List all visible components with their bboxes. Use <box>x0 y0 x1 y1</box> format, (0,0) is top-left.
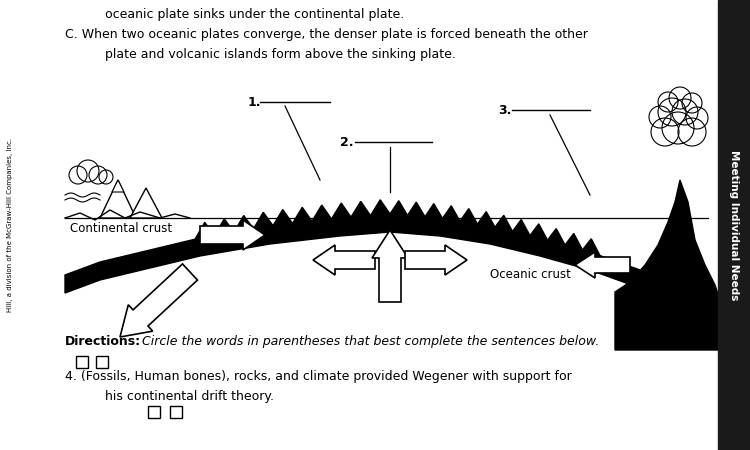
Polygon shape <box>530 224 548 240</box>
Polygon shape <box>130 188 162 218</box>
Circle shape <box>672 99 698 125</box>
Circle shape <box>678 118 706 146</box>
Polygon shape <box>234 216 254 232</box>
Circle shape <box>89 166 107 184</box>
Text: 3.: 3. <box>498 104 512 117</box>
Polygon shape <box>312 205 332 221</box>
Circle shape <box>99 170 113 184</box>
FancyArrow shape <box>405 245 467 275</box>
Circle shape <box>658 92 678 112</box>
Text: Circle the words in parentheses that best complete the sentences below.: Circle the words in parentheses that bes… <box>138 335 599 348</box>
FancyArrow shape <box>120 264 197 337</box>
Polygon shape <box>442 206 460 221</box>
Circle shape <box>649 106 671 128</box>
Circle shape <box>662 112 694 144</box>
Polygon shape <box>254 212 273 229</box>
Text: 4. (Fossils, Human bones), rocks, and climate provided Wegener with support for: 4. (Fossils, Human bones), rocks, and cl… <box>65 370 572 383</box>
Polygon shape <box>407 202 425 217</box>
Text: 1.: 1. <box>248 95 262 108</box>
FancyArrow shape <box>575 252 630 278</box>
Polygon shape <box>370 200 390 216</box>
Text: oceanic plate sinks under the continental plate.: oceanic plate sinks under the continenta… <box>105 8 404 21</box>
Polygon shape <box>615 180 720 350</box>
FancyArrow shape <box>313 245 375 275</box>
Text: Hill, a division of the McGraw-Hill Companies, Inc.: Hill, a division of the McGraw-Hill Comp… <box>7 138 13 312</box>
Polygon shape <box>292 207 312 224</box>
Polygon shape <box>583 239 600 256</box>
Circle shape <box>77 160 99 182</box>
Text: plate and volcanic islands form above the sinking plate.: plate and volcanic islands form above th… <box>105 48 456 61</box>
Text: C. When two oceanic plates converge, the denser plate is forced beneath the othe: C. When two oceanic plates converge, the… <box>65 28 588 41</box>
Polygon shape <box>273 210 292 225</box>
Polygon shape <box>112 180 124 192</box>
Text: Meeting Individual Needs: Meeting Individual Needs <box>729 150 739 300</box>
Polygon shape <box>195 222 214 239</box>
Text: Oceanic crust: Oceanic crust <box>490 269 571 282</box>
Bar <box>76 356 88 368</box>
Bar <box>148 406 160 418</box>
FancyArrow shape <box>372 230 408 302</box>
Text: Continental crust: Continental crust <box>70 221 172 234</box>
Polygon shape <box>100 180 136 218</box>
Text: his continental drift theory.: his continental drift theory. <box>105 390 274 403</box>
Polygon shape <box>425 203 442 218</box>
Circle shape <box>682 93 702 113</box>
Polygon shape <box>478 212 495 227</box>
Polygon shape <box>65 214 685 310</box>
Text: Directions:: Directions: <box>65 335 141 348</box>
Bar <box>170 406 182 418</box>
Circle shape <box>651 118 679 146</box>
FancyArrow shape <box>200 220 265 250</box>
Polygon shape <box>351 201 370 217</box>
Polygon shape <box>460 209 478 224</box>
Circle shape <box>69 166 87 184</box>
Polygon shape <box>565 234 583 250</box>
Polygon shape <box>332 203 351 219</box>
Bar <box>718 0 750 450</box>
Bar <box>96 356 108 368</box>
Circle shape <box>658 98 686 126</box>
Polygon shape <box>548 229 565 245</box>
Polygon shape <box>214 219 234 235</box>
Text: 2.: 2. <box>340 135 353 148</box>
Polygon shape <box>390 201 407 216</box>
Polygon shape <box>495 215 512 231</box>
Circle shape <box>669 87 691 109</box>
Polygon shape <box>512 220 530 236</box>
Circle shape <box>686 107 708 129</box>
